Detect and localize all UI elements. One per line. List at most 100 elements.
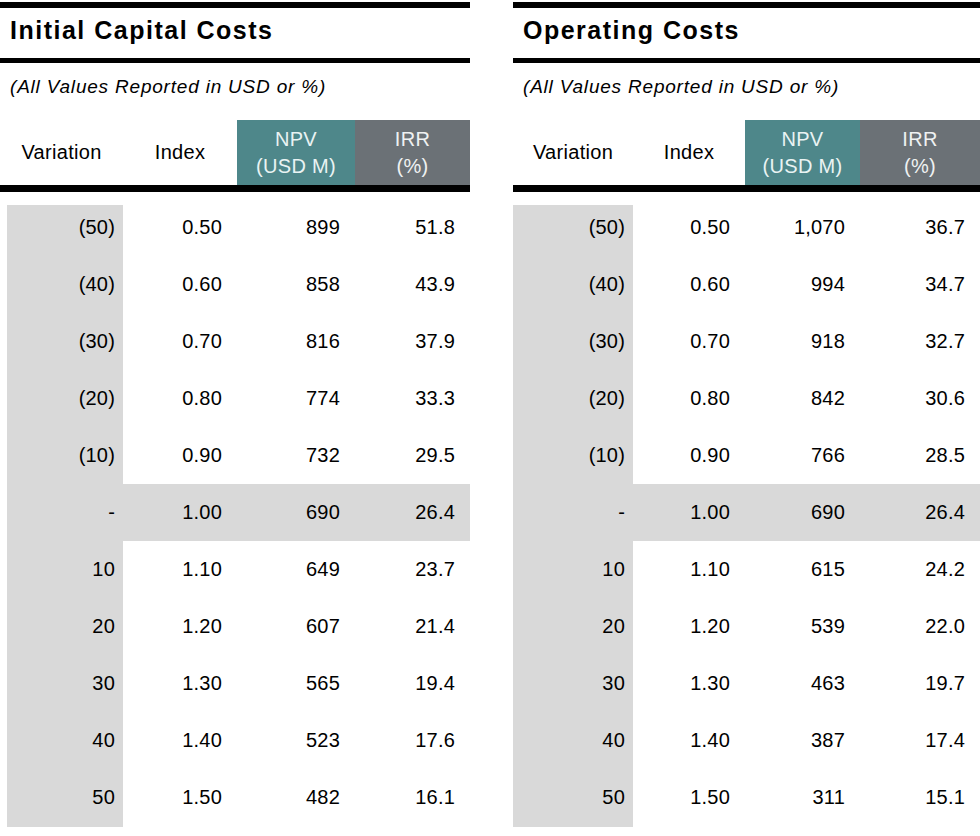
- column-header-variation: Variation: [0, 120, 123, 185]
- column-header-label: Variation: [533, 139, 613, 166]
- table-row: (20)0.8077433.3: [0, 370, 470, 427]
- cell-index: 0.90: [123, 427, 237, 484]
- cell-irr: 33.3: [355, 370, 470, 427]
- title-divider: [513, 58, 980, 63]
- column-header-label-line1: NPV: [275, 126, 317, 153]
- cell-irr: 36.7: [860, 199, 980, 256]
- cell-index: 1.20: [633, 598, 745, 655]
- table-row: (40)0.6099434.7: [513, 256, 980, 313]
- sensitivity-table-operating-costs: Operating Costs (All Values Reported in …: [513, 0, 980, 836]
- cell-irr: 30.6: [860, 370, 980, 427]
- cell-irr: 29.5: [355, 427, 470, 484]
- cell-npv: 918: [745, 313, 860, 370]
- column-header-label: Index: [664, 139, 714, 166]
- cell-index: 0.90: [633, 427, 745, 484]
- cell-index: 0.50: [123, 199, 237, 256]
- cell-variation: 10: [513, 541, 633, 598]
- cell-npv: 774: [237, 370, 355, 427]
- cell-irr: 21.4: [355, 598, 470, 655]
- cell-npv: 690: [237, 484, 355, 541]
- column-header-index: Index: [633, 120, 745, 185]
- table-data-area: (50)0.5089951.8(40)0.6085843.9(30)0.7081…: [0, 199, 470, 826]
- column-header-index: Index: [123, 120, 237, 185]
- cell-index: 1.00: [123, 484, 237, 541]
- table-row: 501.5031115.1: [513, 769, 980, 826]
- table-row: (40)0.6085843.9: [0, 256, 470, 313]
- table-row: 401.4038717.4: [513, 712, 980, 769]
- cell-index: 1.50: [633, 769, 745, 826]
- column-header-label-line1: IRR: [902, 126, 937, 153]
- top-divider: [0, 2, 470, 8]
- units-note: (All Values Reported in USD or %): [523, 75, 839, 99]
- units-note: (All Values Reported in USD or %): [10, 75, 326, 99]
- cell-npv: 649: [237, 541, 355, 598]
- cell-index: 0.80: [123, 370, 237, 427]
- table-row: 101.1064923.7: [0, 541, 470, 598]
- table-row: (10)0.9076628.5: [513, 427, 980, 484]
- header-divider: [513, 185, 980, 192]
- cell-npv: 842: [745, 370, 860, 427]
- cell-irr: 16.1: [355, 769, 470, 826]
- cell-npv: 766: [745, 427, 860, 484]
- table-row: (50)0.5089951.8: [0, 199, 470, 256]
- cell-npv: 994: [745, 256, 860, 313]
- cell-npv: 690: [745, 484, 860, 541]
- cell-irr: 24.2: [860, 541, 980, 598]
- column-header-label-line2: (USD M): [256, 153, 336, 180]
- cell-variation: 50: [0, 769, 123, 826]
- cell-variation: (40): [0, 256, 123, 313]
- cell-index: 1.40: [123, 712, 237, 769]
- cell-variation: 50: [513, 769, 633, 826]
- cell-npv: 732: [237, 427, 355, 484]
- cell-index: 1.30: [633, 655, 745, 712]
- cell-npv: 1,070: [745, 199, 860, 256]
- table-body: (50)0.501,07036.7(40)0.6099434.7(30)0.70…: [513, 199, 980, 826]
- cell-variation: 40: [0, 712, 123, 769]
- cell-index: 0.60: [633, 256, 745, 313]
- header-divider: [0, 185, 470, 192]
- column-header-label-line2: (USD M): [763, 153, 843, 180]
- table-row-base-case: -1.0069026.4: [513, 484, 980, 541]
- table-row: 401.4052317.6: [0, 712, 470, 769]
- cell-variation: -: [0, 484, 123, 541]
- cell-irr: 37.9: [355, 313, 470, 370]
- table-title: Initial Capital Costs: [10, 16, 273, 44]
- table-row: 301.3046319.7: [513, 655, 980, 712]
- cell-variation: 30: [513, 655, 633, 712]
- cell-npv: 607: [237, 598, 355, 655]
- top-divider: [513, 2, 980, 8]
- cell-variation: (50): [513, 199, 633, 256]
- cell-npv: 523: [237, 712, 355, 769]
- table-body: (50)0.5089951.8(40)0.6085843.9(30)0.7081…: [0, 199, 470, 826]
- cell-npv: 615: [745, 541, 860, 598]
- cell-irr: 23.7: [355, 541, 470, 598]
- cell-irr: 51.8: [355, 199, 470, 256]
- cell-variation: (30): [513, 313, 633, 370]
- sensitivity-table-initial-capital-costs: Initial Capital Costs (All Values Report…: [0, 0, 470, 836]
- cell-irr: 32.7: [860, 313, 980, 370]
- table-row: 201.2053922.0: [513, 598, 980, 655]
- column-header-label: Index: [155, 139, 205, 166]
- column-header-variation: Variation: [513, 120, 633, 185]
- column-header-label-line2: (%): [396, 153, 428, 180]
- cell-irr: 19.4: [355, 655, 470, 712]
- cell-index: 1.40: [633, 712, 745, 769]
- cell-npv: 539: [745, 598, 860, 655]
- cell-npv: 858: [237, 256, 355, 313]
- cell-index: 1.20: [123, 598, 237, 655]
- column-header-irr: IRR (%): [355, 120, 470, 185]
- cell-irr: 15.1: [860, 769, 980, 826]
- table-row: 501.5048216.1: [0, 769, 470, 826]
- cell-irr: 17.6: [355, 712, 470, 769]
- column-header-label-line1: IRR: [395, 126, 430, 153]
- column-header-row: Variation Index NPV (USD M) IRR (%): [513, 120, 980, 185]
- cell-variation: (50): [0, 199, 123, 256]
- cell-irr: 43.9: [355, 256, 470, 313]
- cell-index: 1.10: [123, 541, 237, 598]
- cell-index: 1.50: [123, 769, 237, 826]
- column-header-irr: IRR (%): [860, 120, 980, 185]
- cell-irr: 34.7: [860, 256, 980, 313]
- cell-npv: 463: [745, 655, 860, 712]
- cell-variation: 30: [0, 655, 123, 712]
- cell-variation: (10): [513, 427, 633, 484]
